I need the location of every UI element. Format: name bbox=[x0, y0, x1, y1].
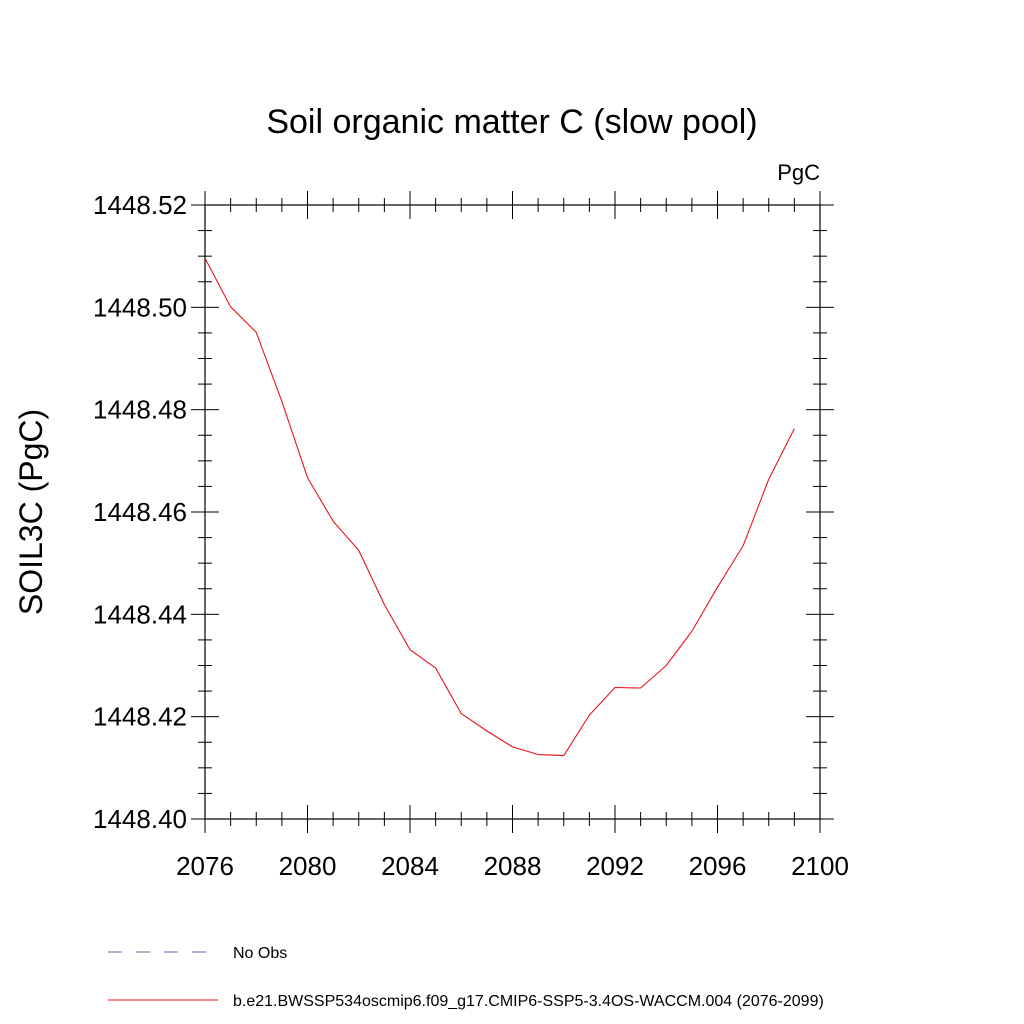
x-tick-label: 2088 bbox=[484, 851, 542, 881]
legend: No Obs b.e21.BWSSP534oscmip6.f09_g17.CMI… bbox=[108, 945, 824, 1010]
units-label: PgC bbox=[777, 160, 820, 185]
series-layer bbox=[204, 257, 795, 757]
series-line-0 bbox=[204, 257, 795, 757]
plot-frame bbox=[204, 204, 821, 820]
x-axis-ticks bbox=[204, 191, 821, 833]
x-tick-label: 2092 bbox=[586, 851, 644, 881]
y-tick-label: 1448.46 bbox=[93, 497, 187, 527]
x-tick-label: 2096 bbox=[689, 851, 747, 881]
x-axis-tick-labels: 2076 2080 2084 2088 2092 2096 2100 bbox=[176, 851, 849, 881]
y-axis-label: SOIL3C (PgC) bbox=[13, 409, 49, 615]
chart-title: Soil organic matter C (slow pool) bbox=[266, 103, 757, 141]
x-tick-label: 2100 bbox=[791, 851, 849, 881]
legend-label-model-run: b.e21.BWSSP534oscmip6.f09_g17.CMIP6-SSP5… bbox=[233, 993, 824, 1010]
y-tick-label: 1448.40 bbox=[93, 804, 187, 834]
x-tick-label: 2080 bbox=[279, 851, 337, 881]
x-tick-label: 2076 bbox=[176, 851, 234, 881]
y-tick-label: 1448.50 bbox=[93, 292, 187, 322]
legend-label-no-obs: No Obs bbox=[233, 945, 287, 962]
y-tick-label: 1448.44 bbox=[93, 599, 187, 629]
x-tick-label: 2084 bbox=[381, 851, 439, 881]
y-tick-label: 1448.48 bbox=[93, 395, 187, 425]
y-axis-tick-labels: 1448.40 1448.42 1448.44 1448.46 1448.48 1448.… bbox=[93, 190, 187, 834]
y-axis-ticks bbox=[191, 204, 834, 820]
y-tick-label: 1448.52 bbox=[93, 190, 187, 220]
y-tick-label: 1448.42 bbox=[93, 702, 187, 732]
